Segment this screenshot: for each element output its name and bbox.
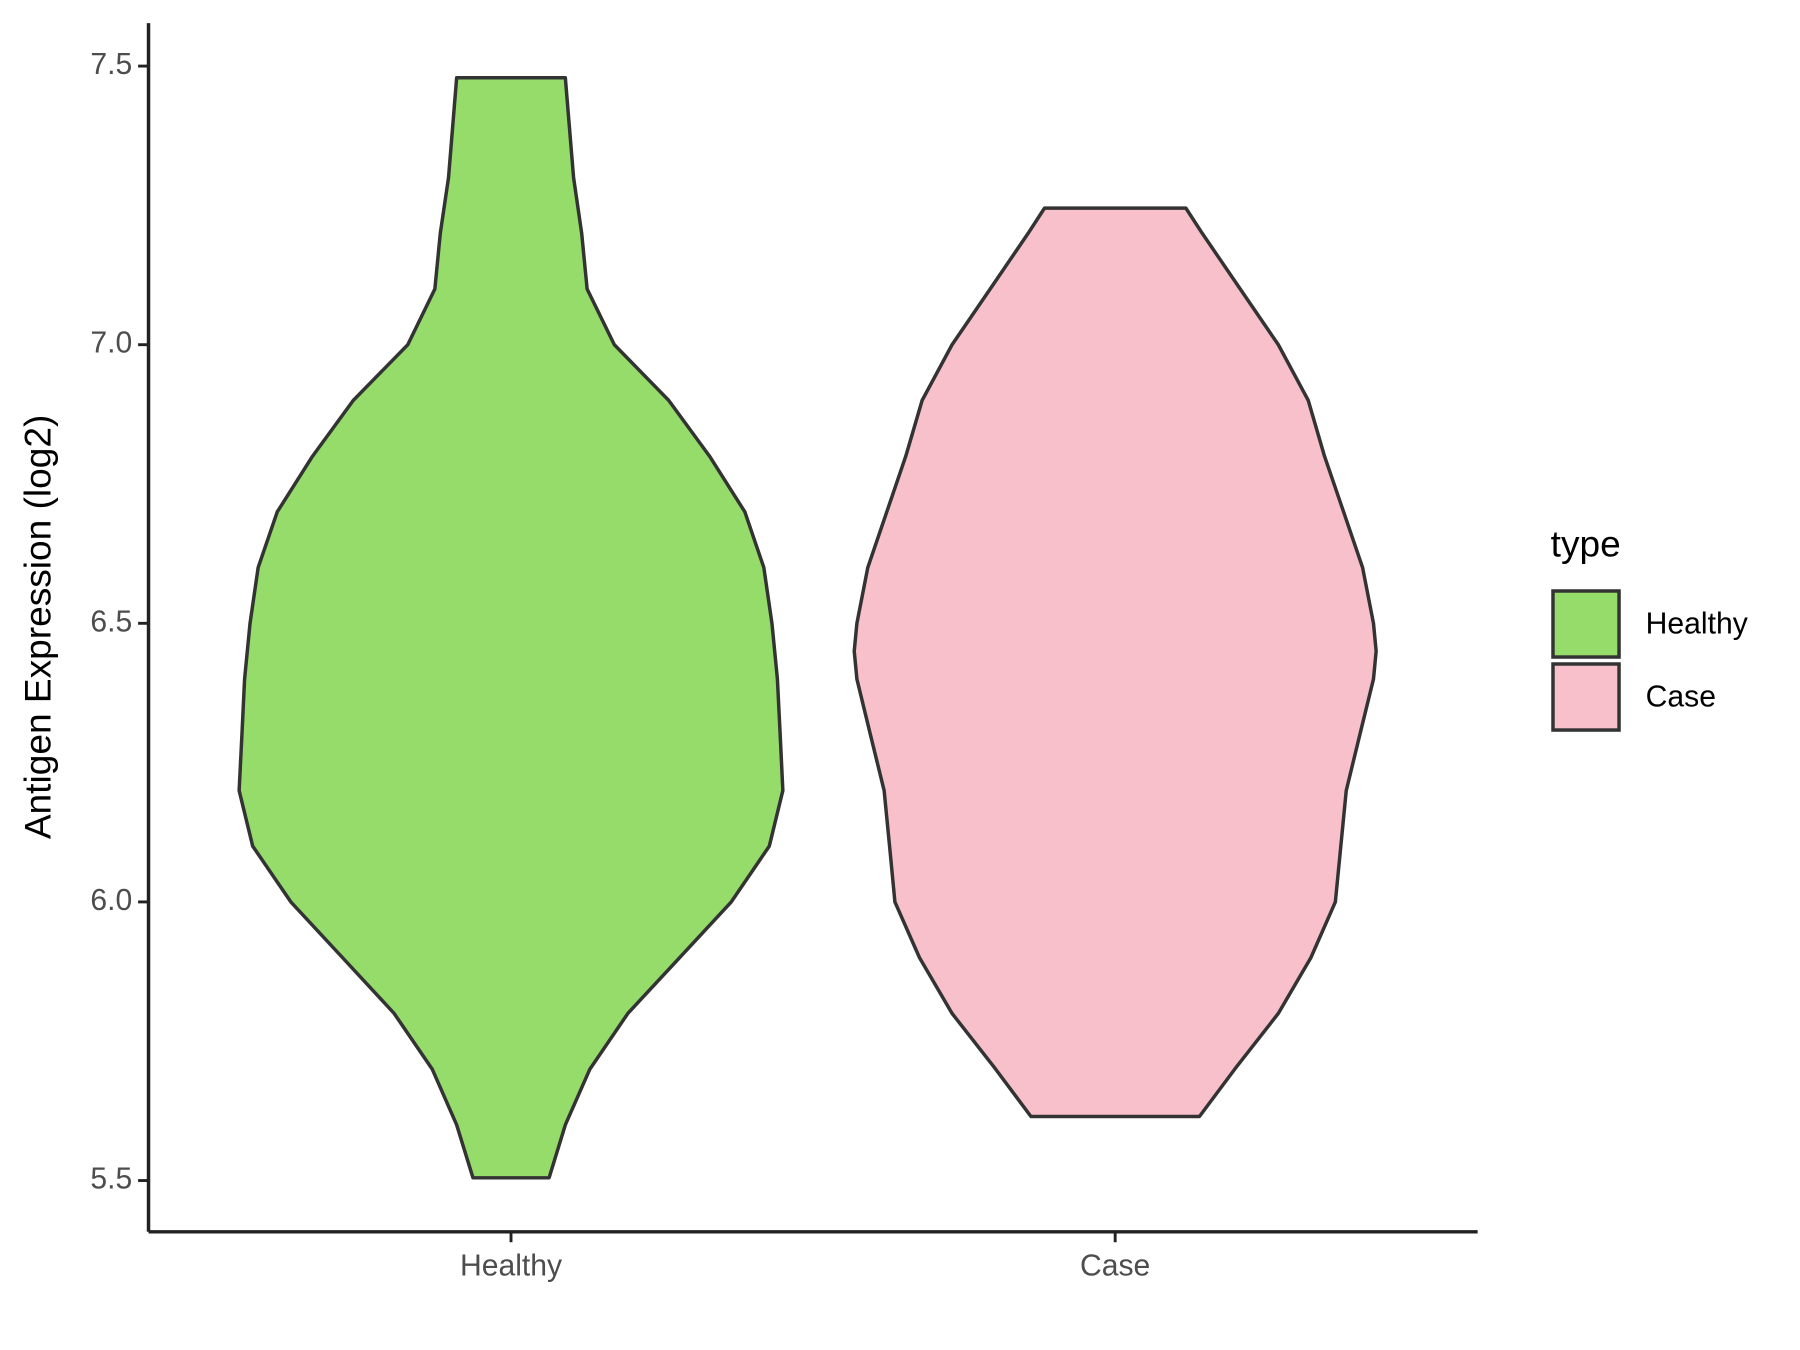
legend-key xyxy=(1551,589,1621,659)
violin xyxy=(852,206,1378,1119)
legend-label: Case xyxy=(1646,681,1716,714)
x-tick-label: Healthy xyxy=(460,1250,562,1283)
y-tick-label: 5.5 xyxy=(90,1162,132,1195)
y-axis-title: Antigen Expression (log2) xyxy=(17,415,59,840)
legend-title: type xyxy=(1551,523,1621,565)
legend-label: Healthy xyxy=(1646,608,1748,641)
y-tick-label: 6.5 xyxy=(90,605,132,638)
violin xyxy=(237,76,785,1180)
y-tick-label: 7.0 xyxy=(90,327,132,360)
legend-key xyxy=(1551,662,1621,732)
y-tick-label: 7.5 xyxy=(90,48,132,81)
y-tick-label: 6.0 xyxy=(90,884,132,917)
x-tick-label: Case xyxy=(1080,1250,1150,1283)
